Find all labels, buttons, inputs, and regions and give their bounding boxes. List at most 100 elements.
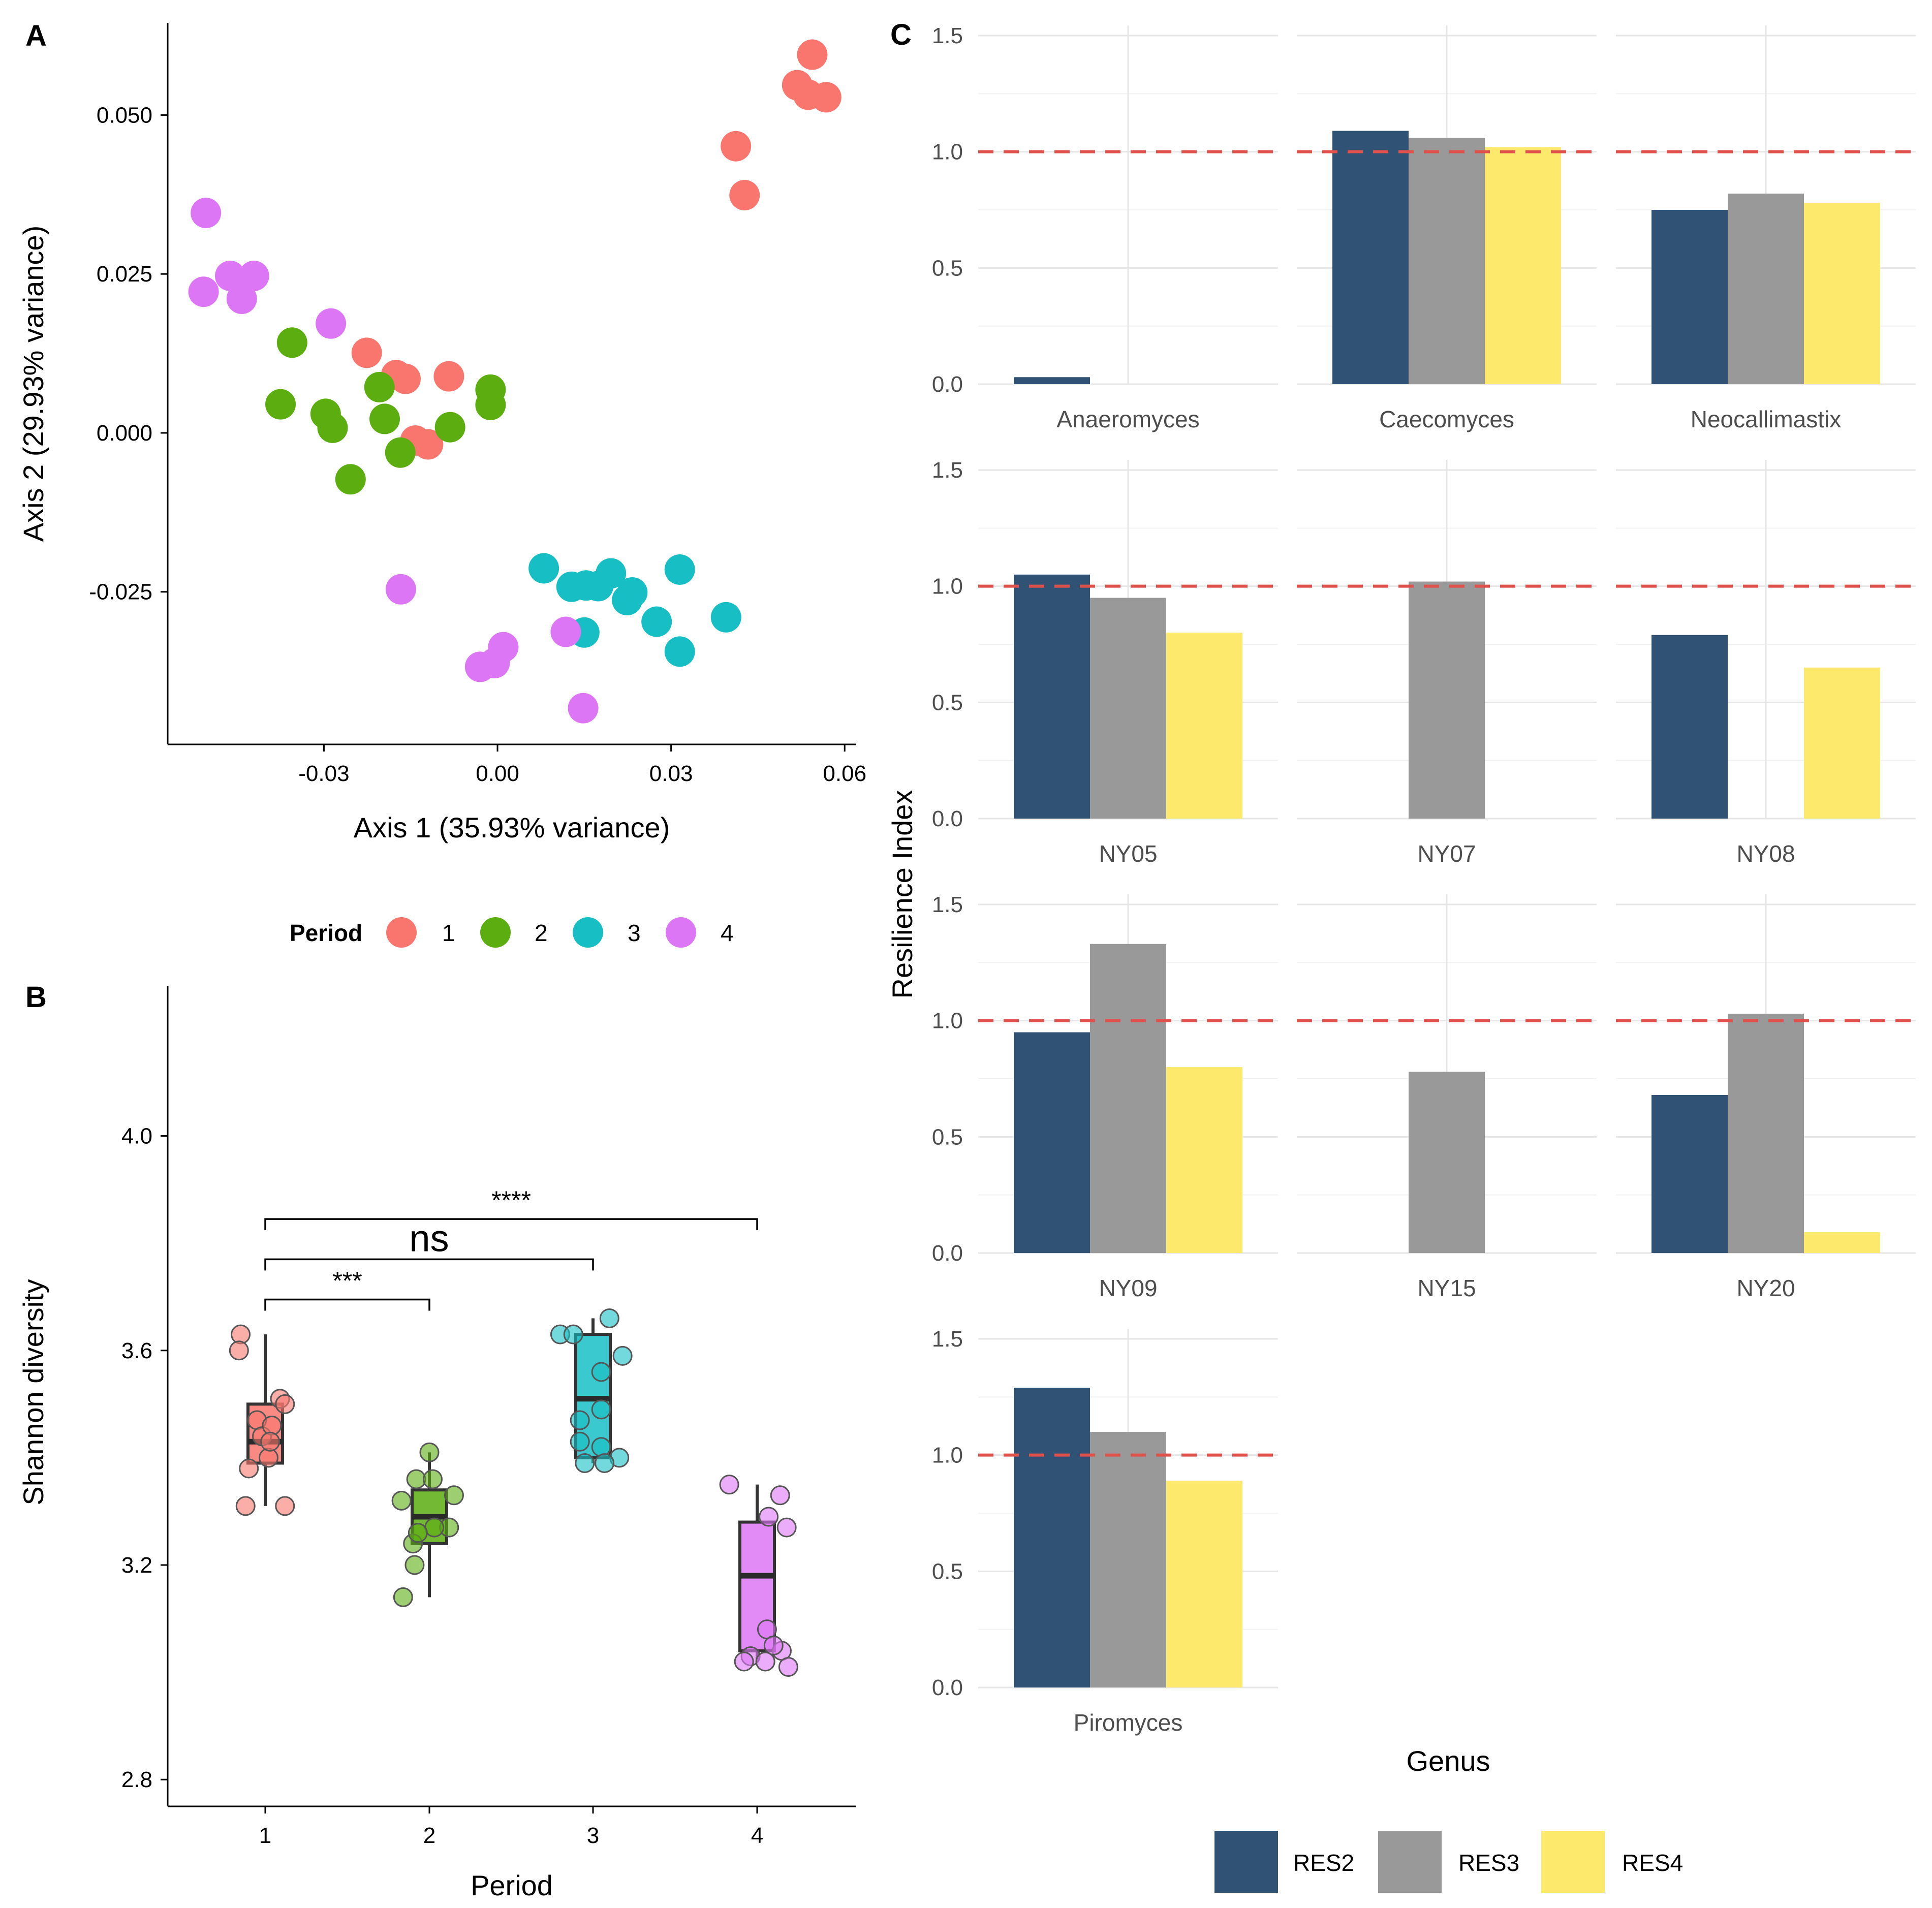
bar-res2 xyxy=(1332,131,1409,384)
scatter-point-period-2 xyxy=(276,327,307,358)
jitter-point-period-3 xyxy=(591,1399,611,1420)
panel-b-significance: *** ns **** xyxy=(264,1186,758,1311)
jitter-point-period-4 xyxy=(770,1485,790,1506)
facet-ny07: NY07 xyxy=(1297,460,1597,867)
facet-label: Piromyces xyxy=(1074,1709,1183,1736)
jitter-point-period-3 xyxy=(570,1410,590,1430)
legend-key-res4 xyxy=(1541,1831,1605,1893)
panel-b-y-label: Shannon diversity xyxy=(17,1279,49,1505)
bar-res3 xyxy=(1728,1013,1804,1253)
facet-label: NY05 xyxy=(1099,840,1157,867)
x-tick-label: -0.03 xyxy=(298,761,349,786)
jitter-point-period-4 xyxy=(763,1635,784,1655)
facet-ny15: NY15 xyxy=(1297,894,1597,1301)
panel-c-facets: 0.0 0.5 1.0 1.5 Anaeromyces Caecomyces Neocall… xyxy=(932,23,1916,1736)
jitter-point-period-1 xyxy=(229,1340,249,1361)
legend-label-period-4: 4 xyxy=(721,920,734,946)
jitter-point-period-1 xyxy=(260,1431,281,1452)
jitter-point-period-2 xyxy=(444,1485,464,1506)
legend-label-period-2: 2 xyxy=(535,920,548,946)
bar-res4 xyxy=(1166,633,1242,819)
scatter-point-period-2 xyxy=(364,371,395,402)
bar-res3 xyxy=(1409,581,1485,819)
scatter-point-period-1 xyxy=(413,429,444,460)
jitter-point-period-3 xyxy=(599,1308,619,1328)
facet-piromyces: 0.0 0.5 1.0 1.5 Piromyces xyxy=(932,1327,1278,1736)
bar-res2 xyxy=(1014,1388,1090,1687)
jitter-point-period-2 xyxy=(422,1469,443,1489)
panel-a-points xyxy=(188,39,842,724)
panel-c-legend: RES2 RES3 RES4 xyxy=(1214,1831,1683,1893)
scatter-point-period-3 xyxy=(641,606,672,637)
bar-res3 xyxy=(1090,598,1166,819)
panel-a-legend: Period 1 2 3 4 xyxy=(290,917,734,948)
y-tick-label: 3.6 xyxy=(121,1338,152,1363)
y-tick-label: 1.0 xyxy=(932,140,963,165)
y-tick-label: 0.050 xyxy=(97,103,152,128)
significance-label: *** xyxy=(332,1267,362,1295)
y-tick-label: 0.5 xyxy=(932,690,963,715)
x-tick-label: 1 xyxy=(259,1823,271,1848)
scatter-point-period-4 xyxy=(550,616,581,647)
x-tick-label: 0.06 xyxy=(823,761,866,786)
scatter-point-period-1 xyxy=(729,180,760,211)
scatter-point-period-4 xyxy=(316,308,347,339)
jitter-point-period-4 xyxy=(755,1651,775,1672)
bar-res3 xyxy=(1090,1431,1166,1687)
jitter-point-period-4 xyxy=(734,1651,754,1672)
y-tick-label: 4.0 xyxy=(121,1124,152,1149)
legend-key-res2 xyxy=(1214,1831,1278,1893)
jitter-point-period-3 xyxy=(591,1362,611,1382)
bar-res3 xyxy=(1409,138,1485,384)
jitter-point-period-4 xyxy=(759,1507,779,1527)
significance-label: **** xyxy=(491,1186,531,1214)
bar-res2 xyxy=(1014,1032,1090,1253)
scatter-point-period-2 xyxy=(265,389,296,420)
scatter-point-period-2 xyxy=(385,437,416,468)
y-tick-label: 0.0 xyxy=(932,1241,963,1266)
facet-caecomyces: Caecomyces xyxy=(1297,25,1597,432)
scatter-point-period-3 xyxy=(664,636,695,667)
panel-c-x-label: Genus xyxy=(1407,1745,1490,1777)
scatter-point-period-3 xyxy=(664,554,695,585)
legend-key-period-1 xyxy=(386,917,417,948)
facet-ny20: NY20 xyxy=(1616,894,1916,1301)
facet-label: NY15 xyxy=(1417,1275,1476,1301)
x-tick-label: 4 xyxy=(751,1823,763,1848)
y-tick-label: -0.025 xyxy=(89,580,152,605)
bar-res3 xyxy=(1090,944,1166,1253)
facet-ny09: 0.0 0.5 1.0 1.5 NY09 xyxy=(932,892,1278,1301)
bar-res4 xyxy=(1485,147,1561,384)
scatter-point-period-1 xyxy=(390,363,421,394)
scatter-point-period-2 xyxy=(475,389,506,420)
y-tick-label: 0.0 xyxy=(932,372,963,397)
facet-ny05: 0.0 0.5 1.0 1.5 NY05 xyxy=(932,458,1278,867)
scatter-point-period-3 xyxy=(596,558,627,589)
bar-res2 xyxy=(1014,377,1090,384)
jitter-point-period-1 xyxy=(275,1496,295,1516)
bar-res3 xyxy=(1409,1072,1485,1253)
jitter-point-period-4 xyxy=(778,1657,798,1677)
scatter-point-period-3 xyxy=(710,602,741,633)
x-tick-label: 0.03 xyxy=(649,761,693,786)
scatter-point-period-1 xyxy=(811,82,842,113)
panel-b-x-label: Period xyxy=(471,1869,553,1901)
y-tick-label: 0.0 xyxy=(932,1675,963,1700)
y-tick-label: 0.0 xyxy=(932,806,963,831)
jitter-point-period-2 xyxy=(424,1517,445,1538)
y-tick-label: 1.5 xyxy=(932,1327,963,1352)
facet-label: NY08 xyxy=(1736,840,1795,867)
facet-label: NY09 xyxy=(1099,1275,1157,1301)
significance-label: ns xyxy=(409,1217,449,1259)
jitter-point-period-4 xyxy=(776,1517,797,1538)
scatter-point-period-3 xyxy=(612,585,643,615)
panel-label-c: C xyxy=(890,18,912,51)
facet-label: NY20 xyxy=(1736,1275,1795,1301)
panel-c-bars: C 0.0 0.5 1.0 1.5 Anaeromyces Caecomyces Neoca… xyxy=(886,18,1916,1893)
legend-label-period-3: 3 xyxy=(628,920,641,946)
legend-title-period: Period xyxy=(290,920,362,946)
jitter-point-period-3 xyxy=(591,1437,611,1457)
bar-res2 xyxy=(1014,574,1090,819)
y-tick-label: 1.5 xyxy=(932,892,963,917)
jitter-point-period-3 xyxy=(575,1453,595,1473)
